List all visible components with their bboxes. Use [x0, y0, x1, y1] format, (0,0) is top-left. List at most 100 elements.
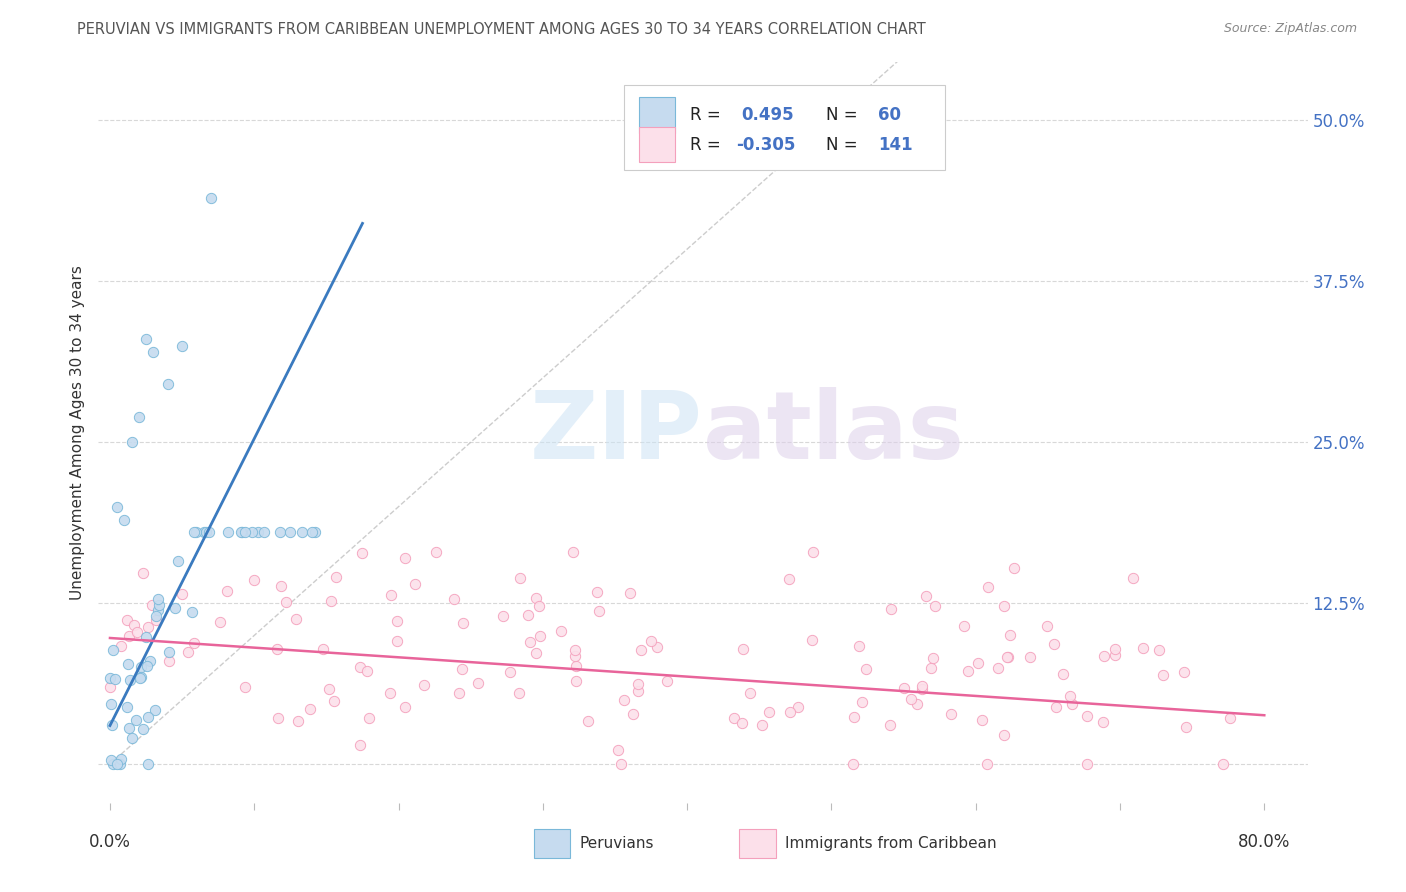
Point	[108, 757, 131, 772]
Point	[509, 571, 531, 585]
Point	[1036, 619, 1059, 633]
Point	[751, 718, 773, 732]
Text: 0.495: 0.495	[742, 106, 794, 124]
Point	[492, 608, 515, 623]
Text: Source: ZipAtlas.com: Source: ZipAtlas.com	[1223, 22, 1357, 36]
Y-axis label: Unemployment Among Ages 30 to 34 years: Unemployment Among Ages 30 to 34 years	[70, 265, 86, 600]
Point	[110, 639, 132, 653]
Point	[529, 599, 551, 613]
Point	[105, 500, 128, 514]
Point	[911, 679, 934, 693]
Point	[976, 756, 998, 771]
Point	[627, 677, 650, 691]
Point	[524, 646, 547, 660]
Point	[731, 716, 754, 731]
Text: 80.0%: 80.0%	[1239, 833, 1291, 851]
Point	[524, 591, 547, 605]
Point	[356, 664, 378, 678]
Point	[172, 339, 194, 353]
Point	[177, 645, 200, 659]
Point	[380, 686, 402, 700]
Point	[269, 525, 291, 540]
Point	[100, 718, 122, 732]
Point	[561, 545, 583, 559]
Point	[136, 659, 159, 673]
Point	[129, 670, 152, 684]
Point	[508, 686, 530, 700]
Point	[1060, 697, 1083, 711]
Point	[183, 636, 205, 650]
Point	[231, 525, 253, 540]
Point	[893, 681, 915, 695]
Point	[322, 694, 344, 708]
Point	[208, 615, 231, 629]
Point	[550, 624, 572, 638]
Point	[467, 676, 489, 690]
Text: Peruvians: Peruvians	[579, 836, 654, 851]
Point	[778, 572, 800, 586]
Point	[246, 525, 269, 540]
Point	[998, 628, 1021, 642]
FancyBboxPatch shape	[740, 829, 776, 858]
Point	[253, 525, 276, 540]
Point	[157, 645, 180, 659]
Text: 0.0%: 0.0%	[89, 833, 131, 851]
Point	[183, 525, 205, 540]
Point	[380, 588, 402, 602]
Point	[993, 728, 1015, 742]
Point	[565, 673, 588, 688]
Point	[110, 752, 132, 766]
Point	[349, 738, 371, 752]
Point	[606, 743, 628, 757]
Point	[499, 665, 522, 679]
Point	[900, 692, 922, 706]
Point	[117, 629, 139, 643]
Text: N =: N =	[827, 136, 863, 153]
Point	[128, 409, 150, 424]
Point	[387, 634, 409, 648]
Point	[142, 345, 165, 359]
Point	[105, 757, 128, 772]
Point	[630, 642, 652, 657]
Point	[242, 573, 264, 587]
Point	[576, 714, 599, 728]
Point	[1147, 643, 1170, 657]
Point	[195, 525, 218, 540]
Point	[135, 630, 157, 644]
Point	[1043, 637, 1066, 651]
Point	[956, 664, 979, 678]
Point	[180, 605, 202, 619]
Point	[879, 718, 901, 732]
Point	[319, 594, 342, 608]
Point	[115, 614, 138, 628]
Point	[141, 598, 163, 612]
Point	[738, 686, 761, 700]
Point	[124, 618, 146, 632]
Point	[145, 609, 167, 624]
Text: Immigrants from Caribbean: Immigrants from Caribbean	[785, 836, 997, 851]
Point	[118, 673, 141, 687]
Point	[217, 584, 239, 599]
Point	[758, 705, 780, 719]
Point	[184, 525, 207, 540]
Text: ZIP: ZIP	[530, 386, 703, 479]
Point	[970, 713, 993, 727]
Point	[132, 566, 155, 580]
Point	[359, 711, 381, 725]
Text: -0.305: -0.305	[735, 136, 794, 153]
Point	[655, 674, 678, 689]
Point	[138, 654, 160, 668]
Point	[101, 643, 124, 657]
Point	[842, 709, 865, 723]
Point	[98, 671, 121, 685]
Point	[1092, 649, 1115, 664]
Point	[121, 731, 143, 745]
Point	[645, 640, 668, 654]
Point	[229, 525, 252, 540]
Point	[156, 377, 179, 392]
Point	[128, 671, 150, 685]
Point	[1092, 714, 1115, 729]
Point	[136, 757, 159, 772]
Point	[451, 662, 474, 676]
Point	[146, 591, 169, 606]
